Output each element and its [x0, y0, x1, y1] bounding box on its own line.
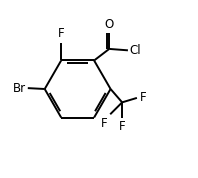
Text: F: F [139, 91, 146, 104]
Text: F: F [101, 117, 108, 130]
Text: F: F [119, 120, 126, 133]
Text: F: F [58, 27, 65, 40]
Text: Cl: Cl [130, 44, 141, 57]
Text: Br: Br [13, 82, 26, 95]
Text: O: O [105, 18, 114, 31]
